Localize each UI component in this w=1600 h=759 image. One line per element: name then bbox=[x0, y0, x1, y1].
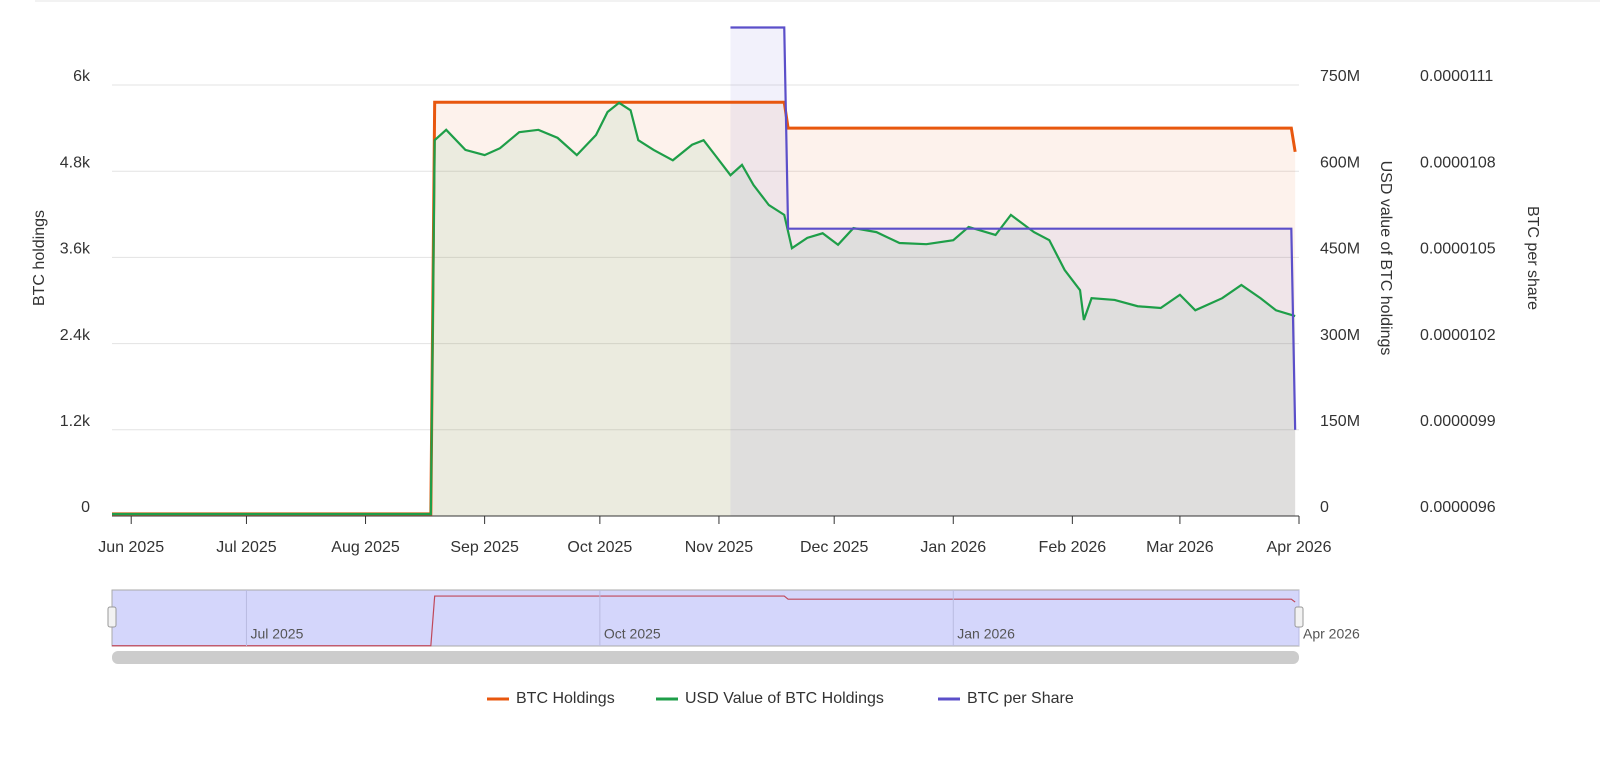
y2-tick-label: 450M bbox=[1320, 241, 1360, 258]
y-tick-label: 2.4k bbox=[60, 327, 91, 344]
navigator-line bbox=[112, 595, 1296, 647]
y3-tick-label: 0.0000108 bbox=[1420, 154, 1496, 171]
y3-tick-label: 0.0000099 bbox=[1420, 413, 1496, 430]
x-tick-label: Nov 2025 bbox=[685, 539, 754, 556]
y3-axis-title: BTC per share bbox=[1524, 206, 1541, 310]
x-tick-label: Mar 2026 bbox=[1146, 539, 1214, 556]
y3-tick-label: 0.0000102 bbox=[1420, 327, 1496, 344]
y2-axis-title: USD value of BTC holdings bbox=[1377, 161, 1394, 356]
legend-label[interactable]: BTC per Share bbox=[967, 690, 1074, 707]
y3-tick-label: 0.0000096 bbox=[1420, 499, 1496, 516]
series-line bbox=[730, 26, 1297, 430]
x-tick-label: Jan 2026 bbox=[920, 539, 986, 556]
y2-tick-label: 150M bbox=[1320, 413, 1360, 430]
y2-tick-label: 0 bbox=[1320, 499, 1329, 516]
y3-tick-label: 0.0000111 bbox=[1420, 68, 1493, 85]
navigator-handle[interactable] bbox=[107, 606, 117, 628]
y-tick-label: 1.2k bbox=[60, 413, 91, 430]
navigator-handle[interactable] bbox=[1294, 606, 1304, 628]
legend-label[interactable]: BTC Holdings bbox=[516, 690, 615, 707]
series-area bbox=[112, 102, 1296, 517]
y2-tick-label: 600M bbox=[1320, 154, 1360, 171]
x-tick-label: Jun 2025 bbox=[98, 539, 164, 556]
x-tick-label: Feb 2026 bbox=[1039, 539, 1107, 556]
y2-tick-label: 750M bbox=[1320, 68, 1360, 85]
x-tick-label: Oct 2025 bbox=[567, 539, 632, 556]
x-tick-label: Apr 2026 bbox=[1267, 539, 1332, 556]
navigator-label: Jan 2026 bbox=[957, 626, 1015, 642]
y-tick-label: 3.6k bbox=[60, 241, 91, 258]
y-tick-label: 6k bbox=[73, 68, 91, 85]
y3-tick-label: 0.0000105 bbox=[1420, 241, 1496, 258]
series-area bbox=[730, 27, 1296, 517]
x-tick-label: Sep 2025 bbox=[450, 539, 519, 556]
legend-label[interactable]: USD Value of BTC Holdings bbox=[685, 690, 884, 707]
scrollbar[interactable] bbox=[112, 651, 1299, 664]
y-axis-title: BTC holdings bbox=[31, 210, 48, 306]
navigator-label: Jul 2025 bbox=[250, 626, 303, 642]
y2-tick-label: 300M bbox=[1320, 327, 1360, 344]
x-tick-label: Jul 2025 bbox=[216, 539, 277, 556]
y-tick-label: 4.8k bbox=[60, 154, 91, 171]
y-tick-label: 0 bbox=[81, 499, 90, 516]
series-line bbox=[112, 101, 1296, 516]
x-tick-label: Dec 2025 bbox=[800, 539, 869, 556]
series-area bbox=[112, 102, 1296, 516]
navigator-label: Oct 2025 bbox=[604, 626, 661, 642]
x-tick-label: Aug 2025 bbox=[331, 539, 400, 556]
navigator-label: Apr 2026 bbox=[1303, 626, 1360, 642]
